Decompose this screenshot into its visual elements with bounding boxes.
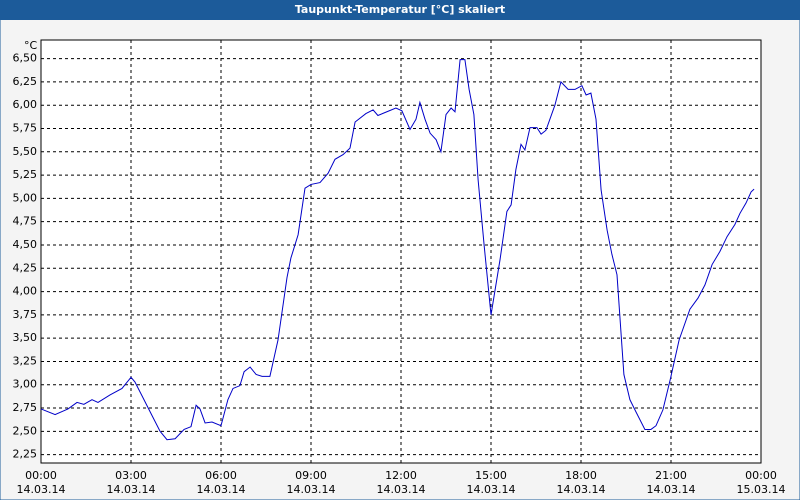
y-tick-label: 2,50	[13, 424, 38, 437]
y-tick-label: 6,25	[13, 75, 38, 88]
x-tick-date: 14.03.14	[467, 483, 516, 496]
y-tick-label: 2,25	[13, 448, 38, 461]
y-tick-label: 6,50	[13, 52, 38, 65]
y-tick-label: 4,75	[13, 215, 38, 228]
x-tick-label: 00:00	[745, 469, 777, 482]
y-tick-label: 4,00	[13, 285, 38, 298]
chart-title: Taupunkt-Temperatur [°C] skaliert	[295, 3, 505, 16]
x-tick-date: 14.03.14	[647, 483, 696, 496]
y-tick-label: 3,00	[13, 378, 38, 391]
x-tick-date: 15.03.14	[737, 483, 786, 496]
y-tick-label: 5,75	[13, 122, 38, 135]
x-tick-label: 06:00	[205, 469, 237, 482]
plot-frame	[40, 39, 762, 464]
x-tick-date: 14.03.14	[17, 483, 66, 496]
y-tick-label: 5,50	[13, 145, 38, 158]
x-tick-date: 14.03.14	[557, 483, 606, 496]
y-tick-label: 3,25	[13, 354, 38, 367]
data-line	[40, 59, 755, 441]
x-tick-date: 14.03.14	[287, 483, 336, 496]
x-tick-label: 00:00	[25, 469, 57, 482]
x-tick-label: 21:00	[655, 469, 687, 482]
y-unit: °C	[24, 39, 38, 52]
title-bar	[0, 0, 800, 20]
x-tick-label: 03:00	[115, 469, 147, 482]
y-tick-label: 3,75	[13, 308, 38, 321]
x-tick-label: 09:00	[295, 469, 327, 482]
x-tick-date: 14.03.14	[107, 483, 156, 496]
y-tick-label: 3,50	[13, 331, 38, 344]
y-tick-label: 4,50	[13, 238, 38, 251]
y-tick-label: 5,25	[13, 168, 38, 181]
y-tick-label: 6,00	[13, 98, 38, 111]
x-tick-label: 12:00	[385, 469, 417, 482]
x-tick-date: 14.03.14	[377, 483, 426, 496]
x-tick-date: 14.03.14	[197, 483, 246, 496]
y-tick-label: 5,00	[13, 191, 38, 204]
x-tick-label: 18:00	[565, 469, 597, 482]
x-tick-label: 15:00	[475, 469, 507, 482]
y-tick-label: 2,75	[13, 401, 38, 414]
y-tick-label: 4,25	[13, 261, 38, 274]
